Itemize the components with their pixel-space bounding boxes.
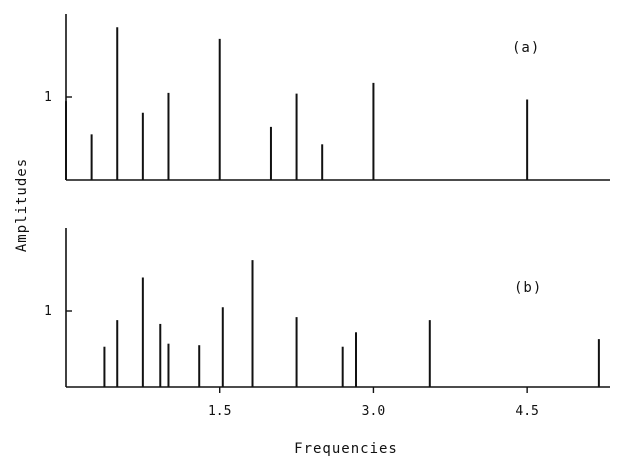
y-axis-label: Amplitudes [14, 158, 30, 252]
panel-a-y-tick-label: 1 [44, 90, 52, 105]
panel-b-y-tick-label: 1 [44, 304, 52, 319]
panel-a-stems [65, 27, 529, 180]
panel-a-title: (a) [512, 40, 540, 56]
panel-b-title: (b) [514, 280, 542, 296]
x-tick-label-3: 4.5 [515, 404, 538, 419]
x-axis-label: Frequencies [294, 441, 398, 457]
x-tick-label-2: 3.0 [362, 404, 385, 419]
panel-b: 1 (b) 1.5 3.0 4.5 [44, 228, 610, 419]
x-tick-label-1: 1.5 [208, 404, 231, 419]
panel-b-stems [103, 260, 600, 387]
panel-a: 1 (a) [44, 14, 610, 181]
